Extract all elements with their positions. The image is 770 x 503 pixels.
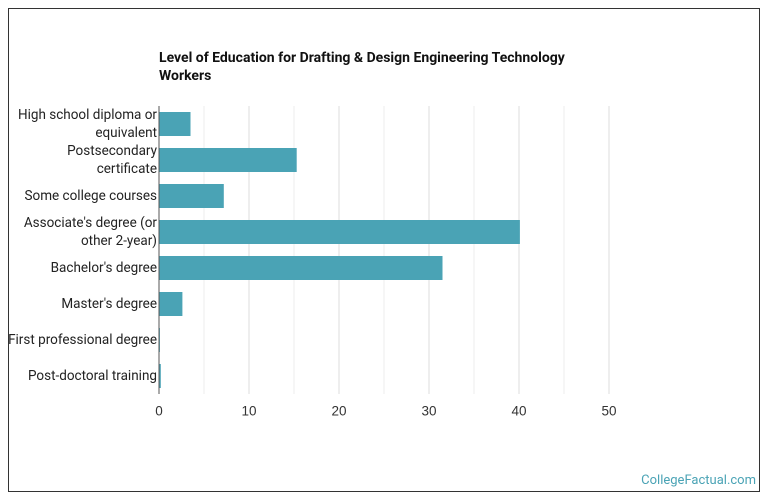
bar [159,112,191,136]
y-tick-label: Associate's degree (or other 2-year) [23,215,157,249]
y-tick-label: First professional degree [8,332,157,348]
bar [159,220,520,244]
y-tick-label: Bachelor's degree [50,260,157,276]
x-tick-label: 50 [601,404,616,419]
x-tick-label: 30 [421,404,436,419]
x-tick-label: 20 [331,404,346,419]
y-tick-label: High school diploma or equivalent [17,107,157,141]
bar [159,148,297,172]
bar [159,292,183,316]
source: CollegeFactual.com [641,473,756,488]
y-tick-label: Some college courses [24,188,157,204]
y-tick-label: Post-doctoral training [27,368,157,384]
x-tick-label: 0 [155,404,163,419]
bar [159,184,224,208]
x-tick-label: 40 [511,404,526,419]
y-tick-label: Master's degree [61,296,157,312]
bar [159,364,161,388]
x-tick-label: 10 [241,404,256,419]
bar [159,256,443,280]
chart-title: Level of Education for Drafting & Design… [159,50,565,84]
y-tick-label: Postsecondary certificate [67,143,157,177]
frame [8,8,760,492]
